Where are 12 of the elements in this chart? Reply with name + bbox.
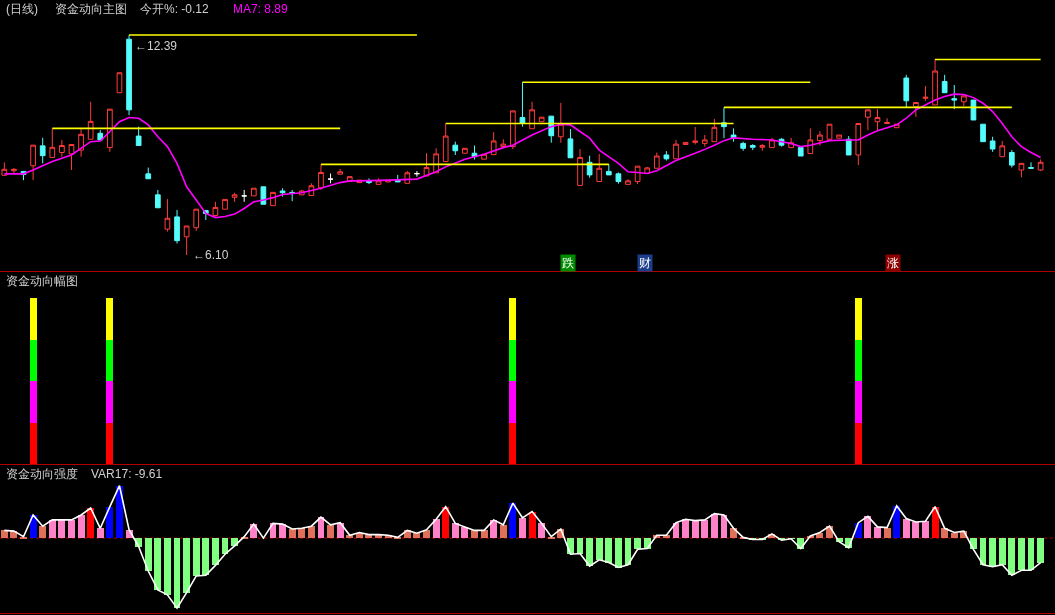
annotation: ←12.39 — [135, 39, 178, 53]
chart-subtitle: 资金动向主图 — [55, 2, 127, 16]
chart-title: 资金动向强度 — [6, 467, 78, 481]
text: 今开%: -0.12 — [140, 2, 210, 16]
chart-title: 资金动向幅图 — [6, 274, 78, 288]
chart-title: (日线) — [6, 2, 38, 16]
text: 跌 — [562, 256, 574, 270]
text: 财 — [639, 256, 651, 270]
text: MA7: 8.89 — [233, 2, 289, 16]
text: VAR17: -9.61 — [91, 467, 163, 481]
text: 涨 — [887, 256, 899, 270]
annotation: ←6.10 — [193, 248, 229, 262]
